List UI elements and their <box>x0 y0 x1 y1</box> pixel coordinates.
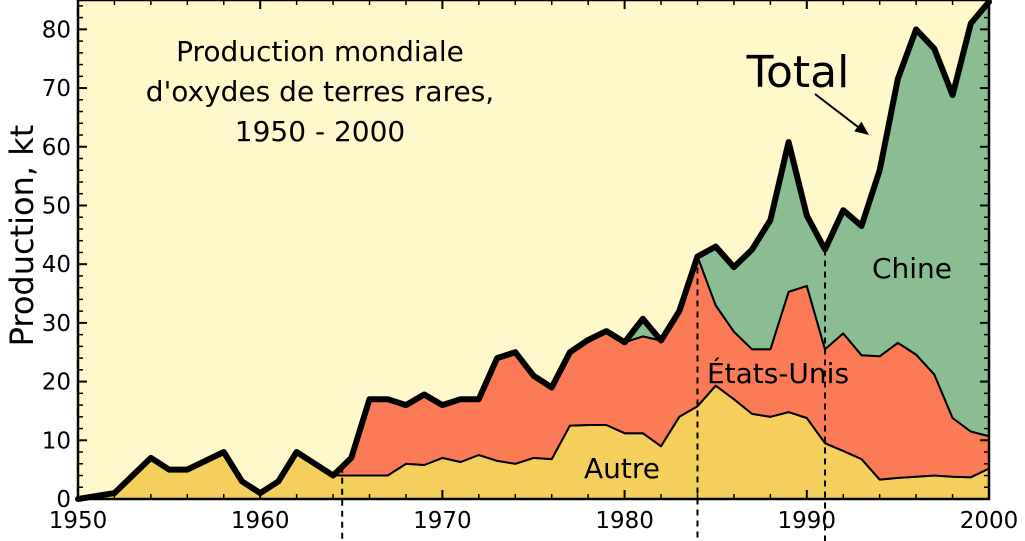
series-label-autre: Autre <box>584 452 660 485</box>
total-arrow-head <box>854 121 869 135</box>
y-tick-label: 80 <box>42 17 71 43</box>
y-tick-label: 0 <box>56 487 71 513</box>
total-arrow <box>814 93 869 135</box>
chart-title-line-3: 1950 - 2000 <box>235 115 405 148</box>
y-tick-label: 30 <box>42 311 71 337</box>
x-tick-label: 2000 <box>960 508 1019 534</box>
total-line-group <box>75 0 992 502</box>
dashed-marker-lines <box>341 249 827 541</box>
y-tick-label: 40 <box>42 252 71 278</box>
series-label-etats-unis: États-Unis <box>707 356 849 390</box>
chart-title-line-1: Production mondiale <box>176 35 464 68</box>
chart-title-line-2: d'oxydes de terres rares, <box>146 75 494 108</box>
y-tick-label: 20 <box>42 370 71 396</box>
series-label-chine: Chine <box>872 252 952 285</box>
x-tick-label: 1950 <box>49 508 108 534</box>
y-tick-label: 70 <box>42 76 71 102</box>
x-tick-labels: 1950 1960 1970 1980 1990 2000 <box>49 508 1019 534</box>
y-tick-label: 10 <box>42 428 71 454</box>
plot-frame <box>76 0 991 501</box>
axis-ticks <box>77 0 990 500</box>
y-tick-labels: 0 10 20 30 40 50 60 70 80 <box>42 17 71 513</box>
x-tick-label: 1960 <box>231 508 290 534</box>
x-tick-label: 1990 <box>778 508 837 534</box>
y-axis-title: Production, kt <box>3 125 41 347</box>
total-line <box>75 0 992 502</box>
total-arrow-shaft <box>814 93 863 131</box>
y-tick-label: 50 <box>42 193 71 219</box>
x-tick-label: 1980 <box>595 508 654 534</box>
total-label: Total <box>746 47 850 98</box>
y-tick-label: 60 <box>42 135 71 161</box>
chart-title: Production mondiale d'oxydes de terres r… <box>146 35 494 148</box>
x-tick-label: 1970 <box>413 508 472 534</box>
